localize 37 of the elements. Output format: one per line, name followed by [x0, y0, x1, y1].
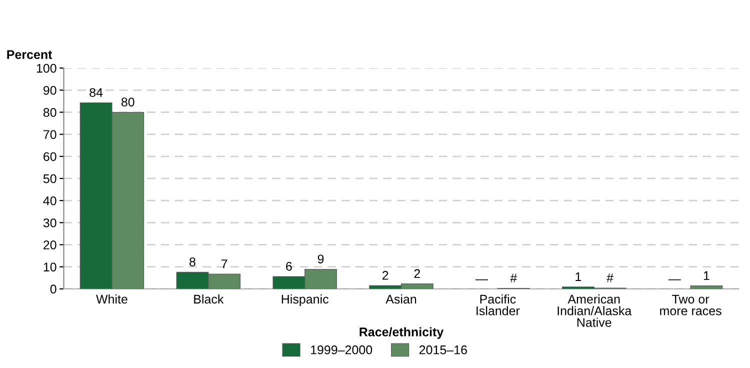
- data-label: 84: [90, 88, 103, 97]
- legend-label: 2015–16: [419, 345, 467, 354]
- data-label: 2: [382, 270, 388, 280]
- bar: [690, 286, 723, 289]
- x-tick-label: Black: [194, 294, 224, 304]
- data-label: 2: [414, 269, 420, 278]
- y-tick-label: 50: [43, 174, 56, 184]
- y-axis-title: Percent: [7, 50, 52, 59]
- data-label: 8: [190, 257, 196, 266]
- y-tick-label: 0: [50, 284, 56, 294]
- x-tick-label: White: [96, 294, 128, 304]
- legend-label: 1999–2000: [310, 345, 372, 354]
- y-tick-label: 20: [44, 240, 56, 250]
- y-tick-label: 10: [44, 262, 56, 272]
- x-tick-label: Two or more races: [660, 294, 722, 316]
- data-label: 1: [704, 271, 710, 280]
- x-tick-label: Hispanic: [282, 294, 328, 306]
- x-tick-label: Asian: [386, 294, 416, 304]
- data-label: 1: [576, 272, 582, 281]
- data-label: 6: [286, 262, 292, 271]
- text: —: [476, 279, 488, 280]
- x-tick-label: American Indian/Alaska Native: [558, 294, 632, 327]
- x-tick-label: Pacific Islander: [476, 294, 520, 316]
- x-axis-title: Race/ethnicity: [360, 327, 444, 339]
- y-tick-label: 40: [43, 196, 56, 206]
- data-label: 80: [121, 98, 134, 106]
- y-tick-label: 70: [44, 130, 56, 139]
- y-tick-label: 90: [43, 86, 56, 95]
- data-label: #: [606, 274, 614, 282]
- y-tick-label: 30: [43, 218, 56, 228]
- y-tick-label: 100: [36, 64, 56, 73]
- data-label: 9: [318, 254, 324, 264]
- y-tick-label: 60: [44, 152, 56, 162]
- text: —: [668, 279, 681, 280]
- y-tick-label: 80: [43, 108, 56, 117]
- data-label: 7: [221, 260, 228, 268]
- data-label: #: [510, 274, 518, 282]
